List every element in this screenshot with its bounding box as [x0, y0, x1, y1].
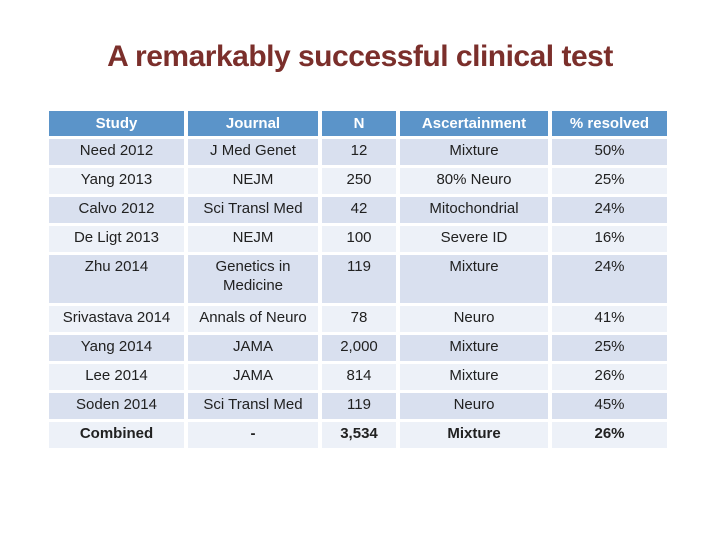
page-title: A remarkably successful clinical test: [107, 40, 613, 73]
table-row: Zhu 2014 Genetics in Medicine 119 Mixtur…: [49, 255, 667, 303]
cell-n: 42: [322, 197, 396, 223]
cell-n: 119: [322, 393, 396, 419]
table-row: De Ligt 2013 NEJM 100 Severe ID 16%: [49, 226, 667, 252]
cell-percent-resolved: 24%: [552, 197, 667, 223]
cell-study: Lee 2014: [49, 364, 184, 390]
cell-n: 3,534: [322, 422, 396, 448]
cell-journal: J Med Genet: [188, 139, 318, 165]
cell-percent-resolved: 41%: [552, 306, 667, 332]
cell-journal: Sci Transl Med: [188, 393, 318, 419]
table-row: Yang 2013 NEJM 250 80% Neuro 25%: [49, 168, 667, 194]
cell-n: 119: [322, 255, 396, 303]
table-row: Calvo 2012 Sci Transl Med 42 Mitochondri…: [49, 197, 667, 223]
column-header-percent-resolved: % resolved: [552, 111, 667, 136]
column-header-journal: Journal: [188, 111, 318, 136]
table-row: Need 2012 J Med Genet 12 Mixture 50%: [49, 139, 667, 165]
cell-percent-resolved: 24%: [552, 255, 667, 303]
cell-ascertainment: 80% Neuro: [400, 168, 548, 194]
column-header-ascertainment: Ascertainment: [400, 111, 548, 136]
cell-journal: Genetics in Medicine: [188, 255, 318, 303]
cell-journal: NEJM: [188, 168, 318, 194]
table-header-row: Study Journal N Ascertainment % resolved: [49, 111, 667, 136]
cell-percent-resolved: 26%: [552, 364, 667, 390]
table-row: Yang 2014 JAMA 2,000 Mixture 25%: [49, 335, 667, 361]
cell-study: Yang 2014: [49, 335, 184, 361]
cell-percent-resolved: 16%: [552, 226, 667, 252]
cell-journal: Annals of Neuro: [188, 306, 318, 332]
cell-ascertainment: Severe ID: [400, 226, 548, 252]
cell-study: Combined: [49, 422, 184, 448]
cell-study: Zhu 2014: [49, 255, 184, 303]
cell-n: 100: [322, 226, 396, 252]
cell-n: 250: [322, 168, 396, 194]
cell-ascertainment: Neuro: [400, 306, 548, 332]
clinical-test-results-table: Study Journal N Ascertainment % resolved…: [45, 108, 671, 451]
cell-ascertainment: Mixture: [400, 364, 548, 390]
cell-study: Soden 2014: [49, 393, 184, 419]
table-row: Lee 2014 JAMA 814 Mixture 26%: [49, 364, 667, 390]
cell-ascertainment: Mixture: [400, 255, 548, 303]
cell-study: De Ligt 2013: [49, 226, 184, 252]
cell-journal: JAMA: [188, 335, 318, 361]
cell-journal: JAMA: [188, 364, 318, 390]
cell-ascertainment: Mitochondrial: [400, 197, 548, 223]
cell-percent-resolved: 50%: [552, 139, 667, 165]
cell-n: 814: [322, 364, 396, 390]
cell-journal: Sci Transl Med: [188, 197, 318, 223]
cell-study: Yang 2013: [49, 168, 184, 194]
cell-percent-resolved: 25%: [552, 335, 667, 361]
column-header-study: Study: [49, 111, 184, 136]
cell-ascertainment: Mixture: [400, 422, 548, 448]
cell-percent-resolved: 26%: [552, 422, 667, 448]
cell-ascertainment: Mixture: [400, 335, 548, 361]
cell-study: Calvo 2012: [49, 197, 184, 223]
cell-journal: NEJM: [188, 226, 318, 252]
cell-ascertainment: Mixture: [400, 139, 548, 165]
column-header-n: N: [322, 111, 396, 136]
cell-ascertainment: Neuro: [400, 393, 548, 419]
cell-n: 2,000: [322, 335, 396, 361]
cell-study: Srivastava 2014: [49, 306, 184, 332]
cell-percent-resolved: 45%: [552, 393, 667, 419]
cell-percent-resolved: 25%: [552, 168, 667, 194]
cell-n: 12: [322, 139, 396, 165]
table-row: Srivastava 2014 Annals of Neuro 78 Neuro…: [49, 306, 667, 332]
cell-n: 78: [322, 306, 396, 332]
table-row-combined: Combined - 3,534 Mixture 26%: [49, 422, 667, 448]
cell-study: Need 2012: [49, 139, 184, 165]
cell-journal: -: [188, 422, 318, 448]
table-row: Soden 2014 Sci Transl Med 119 Neuro 45%: [49, 393, 667, 419]
